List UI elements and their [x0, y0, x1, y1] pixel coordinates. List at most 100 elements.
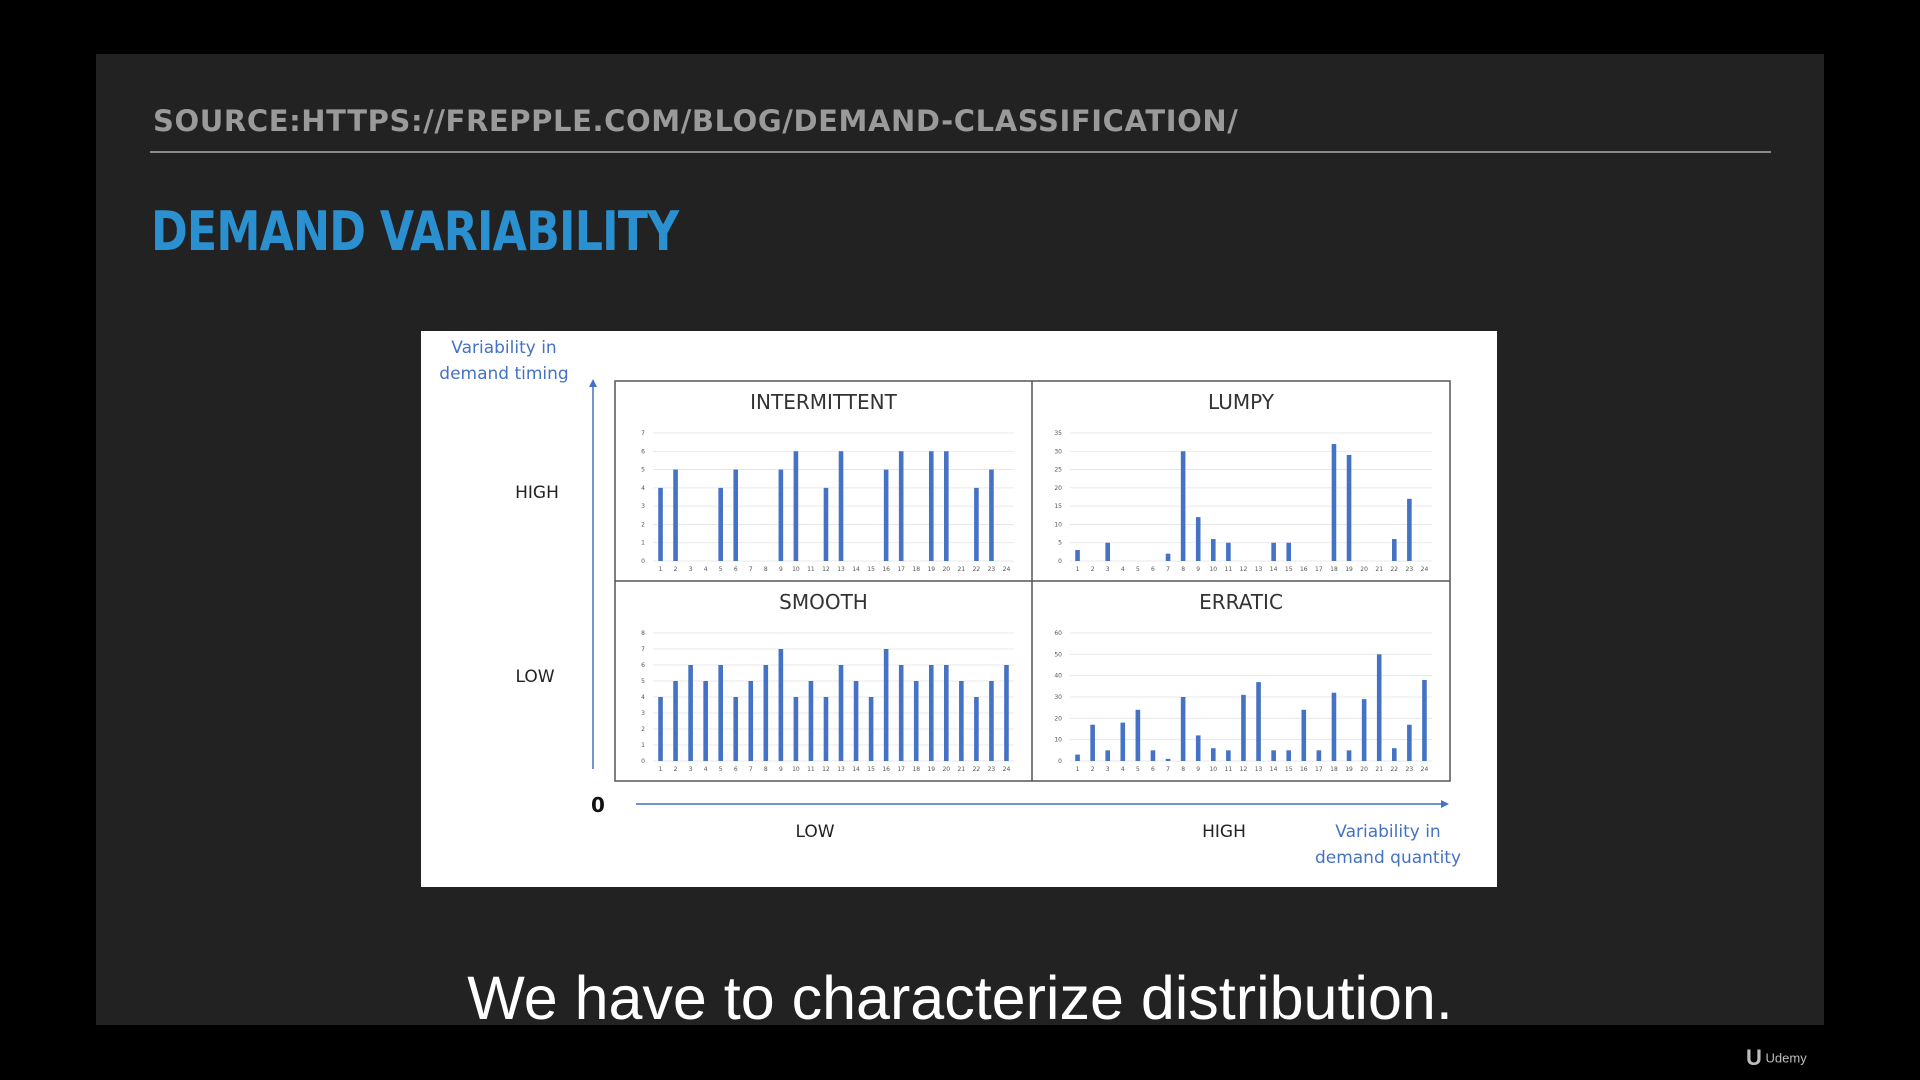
udemy-logo-text: Udemy: [1765, 1050, 1807, 1066]
bar-intermittent-5: [718, 487, 723, 561]
y-tick-label: 1: [641, 540, 645, 547]
x-tick-label: 24: [1003, 766, 1011, 773]
bar-intermittent-6: [733, 469, 739, 561]
y-tick-label: 30: [1054, 448, 1062, 455]
x-tick-label: 16: [882, 566, 890, 573]
y-tick-label: 40: [1054, 673, 1062, 680]
x-tick-label: 18: [1330, 566, 1338, 573]
y-tick-label: 4: [641, 485, 645, 492]
y-tick-label: 2: [641, 521, 645, 528]
x-tick-label: 8: [1181, 766, 1185, 773]
x-tick-label: 4: [704, 766, 708, 773]
x-tick-label: 21: [958, 566, 966, 573]
x-tick-label: 8: [764, 566, 768, 573]
bar-smooth-19: [928, 665, 934, 761]
x-tick-label: 17: [1315, 566, 1323, 573]
x-tick-label: 5: [1136, 766, 1140, 773]
bar-smooth-8: [763, 665, 769, 761]
y-axis-arrowhead: [589, 379, 597, 387]
bar-intermittent-9: [778, 469, 784, 561]
x-tick-label: 2: [674, 766, 678, 773]
bar-smooth-1: [658, 697, 663, 761]
udemy-logo-icon: U: [1746, 1045, 1762, 1070]
x-tick-label: 17: [897, 566, 905, 573]
bar-erratic-11: [1226, 750, 1231, 761]
bar-smooth-21: [959, 681, 964, 761]
x-tick-label: 9: [779, 766, 783, 773]
bar-lumpy-22: [1391, 539, 1397, 561]
bar-smooth-20: [944, 665, 949, 761]
x-tick-label: 2: [1091, 566, 1095, 573]
x-tick-label: 10: [1209, 566, 1217, 573]
x-tick-label: 5: [719, 766, 723, 773]
bar-lumpy-14: [1271, 542, 1276, 561]
bar-lumpy-1: [1075, 550, 1080, 561]
x-tick-label: 13: [837, 566, 845, 573]
x-tick-label: 13: [1255, 566, 1263, 573]
x-tick-label: 6: [1151, 766, 1155, 773]
bar-erratic-19: [1346, 750, 1352, 761]
x-tick-label: 15: [867, 766, 875, 773]
bar-intermittent-20: [944, 451, 949, 561]
bar-intermittent-10: [793, 451, 799, 561]
x-axis-label-line-2: demand quantity: [1315, 848, 1461, 868]
x-tick-label: 19: [1345, 566, 1353, 573]
x-tick-label: 22: [1390, 566, 1398, 573]
x-tick-label: 4: [704, 566, 708, 573]
bar-smooth-22: [974, 697, 979, 761]
y-tick-label: 10: [1054, 737, 1062, 744]
bar-erratic-14: [1271, 750, 1276, 761]
x-tick-label: 12: [822, 566, 830, 573]
x-tick-label: 12: [1240, 766, 1248, 773]
y-tick-label: 20: [1054, 715, 1062, 722]
bar-intermittent-12: [823, 487, 829, 561]
bar-erratic-15: [1286, 750, 1292, 761]
bar-smooth-7: [748, 681, 754, 761]
x-tick-label: 16: [1300, 766, 1308, 773]
x-tick-label: 6: [734, 566, 738, 573]
bar-smooth-9: [778, 649, 784, 761]
x-tick-label: 19: [1345, 766, 1353, 773]
y-tick-label: 0: [1058, 758, 1062, 765]
bar-erratic-9: [1195, 735, 1201, 761]
bar-smooth-2: [673, 681, 678, 761]
x-tick-label: 13: [837, 766, 845, 773]
x-tick-label: 20: [1360, 566, 1368, 573]
y-tick-label: 0: [641, 758, 645, 765]
x-tick-label: 24: [1421, 766, 1429, 773]
bar-lumpy-7: [1165, 553, 1171, 561]
x-tick-label: 3: [1106, 766, 1110, 773]
x-tick-label: 23: [1406, 566, 1414, 573]
bar-smooth-15: [868, 697, 874, 761]
bar-smooth-6: [733, 697, 739, 761]
x-tick-label: 23: [1406, 766, 1414, 773]
x-tick-label: 7: [1166, 566, 1170, 573]
bar-intermittent-19: [928, 451, 934, 561]
bar-smooth-18: [913, 681, 919, 761]
bar-lumpy-10: [1210, 539, 1216, 561]
x-tick-label: 10: [792, 566, 800, 573]
y-tick-label: 1: [641, 742, 645, 749]
chart-title-erratic: ERRATIC: [1199, 590, 1283, 614]
y-tick-label: 20: [1054, 485, 1062, 492]
x-tick-label: 11: [807, 566, 815, 573]
x-tick-label: 7: [1166, 766, 1170, 773]
y-tick-label: 50: [1054, 651, 1062, 658]
bar-erratic-3: [1105, 750, 1111, 761]
x-tick-label: 1: [1076, 766, 1080, 773]
bar-erratic-22: [1391, 748, 1397, 761]
bar-erratic-20: [1361, 699, 1367, 761]
bar-lumpy-18: [1331, 443, 1337, 561]
x-tick-label: 23: [988, 566, 996, 573]
x-tick-label: 9: [779, 566, 783, 573]
x-level-high: HIGH: [1202, 822, 1246, 842]
bar-lumpy-11: [1226, 542, 1231, 561]
bar-smooth-23: [989, 681, 994, 761]
y-tick-label: 3: [641, 503, 645, 510]
x-tick-label: 5: [719, 566, 723, 573]
x-tick-label: 14: [1270, 566, 1278, 573]
y-tick-label: 2: [641, 726, 645, 733]
y-tick-label: 6: [641, 662, 645, 669]
bar-intermittent-16: [883, 469, 889, 561]
